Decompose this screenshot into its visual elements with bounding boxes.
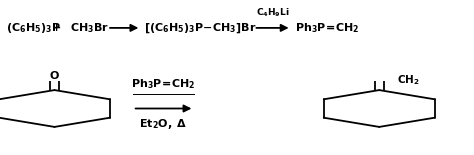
Text: $\mathbf{[(C_6H_5)_3P\!-\!CH_3]Br}$: $\mathbf{[(C_6H_5)_3P\!-\!CH_3]Br}$ [144, 21, 256, 35]
Text: $\mathbf{+}$: $\mathbf{+}$ [51, 22, 61, 33]
Text: $\mathbf{(C_6H_5)_3P}$: $\mathbf{(C_6H_5)_3P}$ [6, 21, 60, 35]
Text: $\mathbf{O}$: $\mathbf{O}$ [49, 69, 60, 81]
Text: $\mathbf{Et_2O,\;\Delta}$: $\mathbf{Et_2O,\;\Delta}$ [139, 117, 188, 131]
Text: $\mathbf{CH_2}$: $\mathbf{CH_2}$ [397, 73, 420, 87]
Text: $\mathbf{C_4H_9Li}$: $\mathbf{C_4H_9Li}$ [255, 6, 290, 19]
Text: $\mathbf{Ph_3P\!=\!CH_2}$: $\mathbf{Ph_3P\!=\!CH_2}$ [295, 21, 359, 35]
Text: $\mathbf{CH_3Br}$: $\mathbf{CH_3Br}$ [70, 21, 109, 35]
Text: $\mathbf{Ph_3P\!=\!CH_2}$: $\mathbf{Ph_3P\!=\!CH_2}$ [131, 77, 196, 91]
